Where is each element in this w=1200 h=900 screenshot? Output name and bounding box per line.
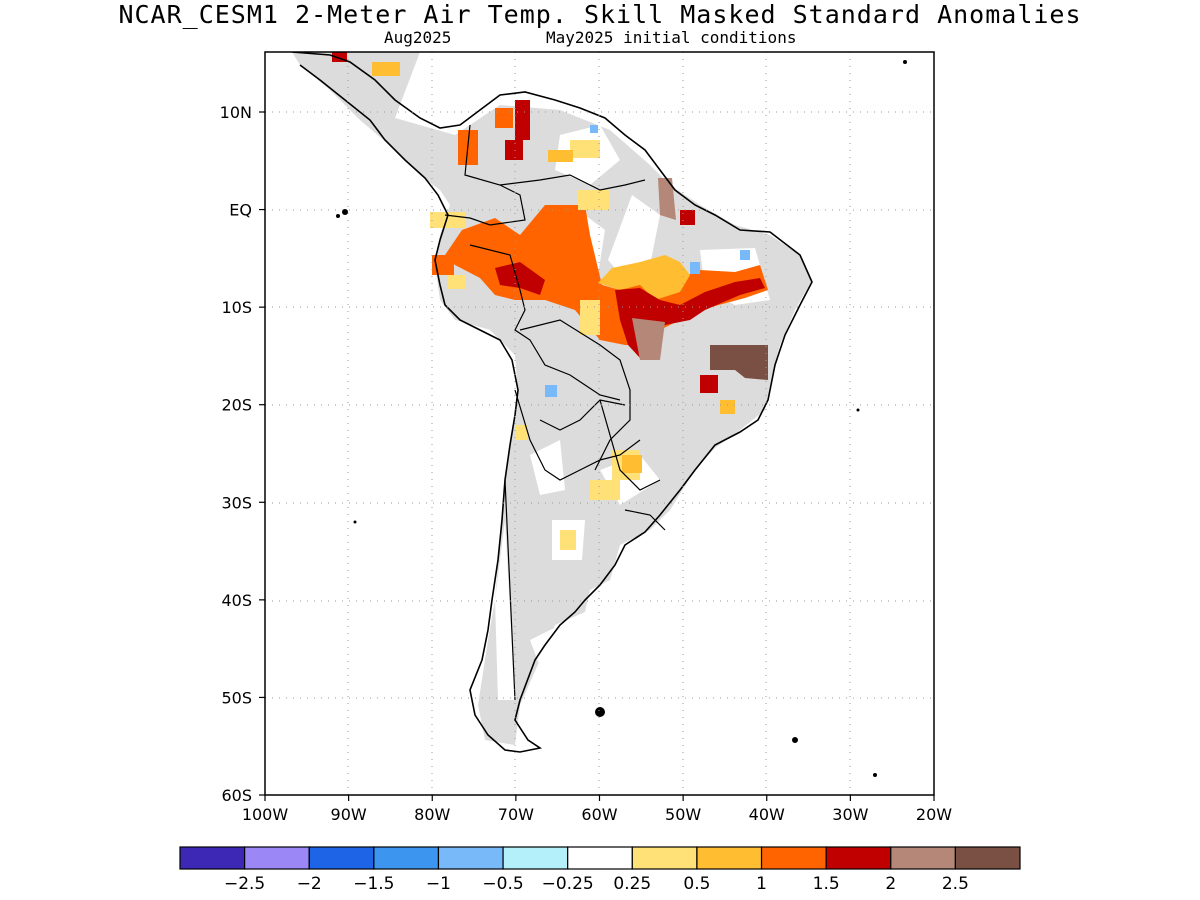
colorbar-label: −0.25 <box>542 874 594 894</box>
colorbar-swatch <box>179 846 246 870</box>
lon-tick-label: 60W <box>581 805 617 824</box>
anomaly-negative-spots <box>545 125 750 397</box>
colorbar-swatch <box>502 846 569 870</box>
latitude-axis: 10N EQ 10S 20S 30S 40S 50S 60S <box>220 103 265 805</box>
anomaly-0-5-to-1-fringe <box>598 255 690 300</box>
lat-tick-label: EQ <box>229 201 252 220</box>
lon-tick-label: 80W <box>414 805 450 824</box>
anomaly-2-to-2-5-south <box>632 318 665 360</box>
map-area <box>265 52 934 795</box>
anomaly-1-5-to-2-west <box>495 262 545 295</box>
colorbar-swatch <box>954 846 1021 870</box>
lat-tick-label: 10S <box>221 298 252 317</box>
colorbar-label: −1.5 <box>353 874 394 894</box>
longitude-axis: 100W 90W 80W 70W 60W 50W 40W 30W 20W <box>242 795 952 824</box>
colorbar-swatch <box>308 846 375 870</box>
colorbar-label: 0.25 <box>613 874 651 894</box>
colorbar-label: 2.5 <box>942 874 969 894</box>
colorbar: −2.5 −2 −1.5 −1 −0.5 −0.25 0.25 0.5 1 1.5 2 2.5 <box>179 846 1021 894</box>
lat-tick-label: 20S <box>221 396 252 415</box>
central-america-land <box>292 52 375 80</box>
lon-tick-label: 70W <box>498 805 534 824</box>
lon-tick-label: 40W <box>749 805 785 824</box>
national-borders <box>444 124 666 701</box>
colorbar-label: −1 <box>426 874 451 894</box>
colorbar-label: −2.5 <box>224 874 265 894</box>
colorbar-label: 1 <box>756 874 767 894</box>
colorbar-swatch <box>825 846 892 870</box>
colorbar-label: −2 <box>297 874 322 894</box>
anomaly-1-5-to-2-band <box>615 278 765 358</box>
map-title: NCAR_CESM1 2-Meter Air Temp. Skill Maske… <box>118 0 1082 29</box>
colorbar-swatch <box>437 846 504 870</box>
coastline <box>291 52 813 753</box>
lon-tick-label: 30W <box>832 805 868 824</box>
colorbar-label: 2 <box>885 874 896 894</box>
colorbar-swatch <box>696 846 763 870</box>
lon-tick-label: 20W <box>916 805 952 824</box>
target-month: Aug2025 <box>384 28 452 47</box>
islands <box>336 60 907 777</box>
colorbar-swatch <box>890 846 956 870</box>
anomaly-2-to-2-5-north <box>658 178 676 220</box>
lat-tick-label: 40S <box>221 591 252 610</box>
lat-tick-label: 60S <box>221 786 252 805</box>
colorbar-label: 0.5 <box>683 874 710 894</box>
colorbar-swatch <box>631 846 698 870</box>
colorbar-swatch <box>373 846 440 870</box>
lon-tick-label: 90W <box>331 805 367 824</box>
lat-tick-label: 10N <box>220 103 252 122</box>
colorbar-label: 1.5 <box>813 874 840 894</box>
colorbar-swatch <box>760 846 827 870</box>
lat-tick-label: 30S <box>221 493 252 512</box>
grid-lines <box>265 52 934 795</box>
anomaly-0-25-to-0-5-spots <box>430 140 640 550</box>
colorbar-swatch <box>567 846 633 870</box>
south-america-land <box>292 52 812 745</box>
anomaly-1-5-to-2-spots <box>332 52 718 393</box>
colorbar-label: −0.5 <box>482 874 523 894</box>
initial-conditions: May2025 initial conditions <box>546 28 797 47</box>
lat-tick-label: 50S <box>221 688 252 707</box>
lon-tick-label: 50W <box>665 805 701 824</box>
colorbar-swatch <box>244 846 310 870</box>
lon-tick-label: 100W <box>242 805 289 824</box>
anomaly-above-2-5-northeast <box>710 345 768 380</box>
anomaly-0-5-to-1-spots <box>372 62 735 473</box>
